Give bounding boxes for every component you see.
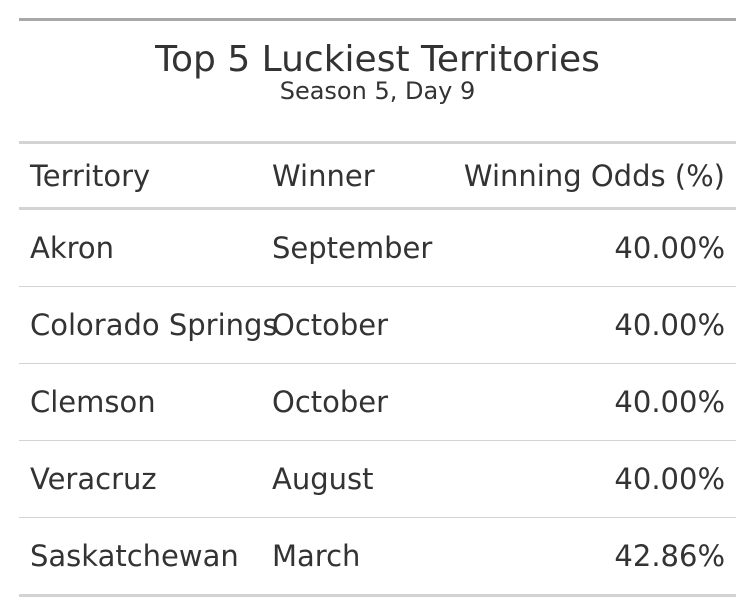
territory-cell: Akron [19,208,261,287]
table-row: Akron September 40.00% [19,208,736,287]
winner-cell: October [261,363,415,441]
header-top-rule [19,141,736,144]
column-header-winner: Winner [261,144,415,210]
territory-cell: Veracruz [19,440,261,518]
odds-cell: 40.00% [415,363,736,441]
odds-cell: 40.00% [415,440,736,518]
odds-cell: 40.00% [415,208,736,287]
table-row: Colorado Springs October 40.00% [19,286,736,364]
winner-cell: March [261,517,415,597]
data-table: Territory Winner Winning Odds (%) Akron … [19,144,736,597]
territory-cell: Colorado Springs [19,286,278,364]
odds-cell: 42.86% [415,517,736,597]
header-row: Territory Winner Winning Odds (%) [19,144,736,210]
table-row: Veracruz August 40.00% [19,440,736,518]
winner-cell: September [261,208,432,287]
territory-cell: Clemson [19,363,261,441]
table-subtitle: Season 5, Day 9 [279,77,476,105]
winner-cell: October [261,286,415,364]
table-title: Top 5 Luckiest Territories [155,39,600,80]
territory-cell: Saskatchewan [19,517,261,597]
odds-cell: 40.00% [415,286,736,364]
column-header-territory: Territory [19,144,261,210]
luckiest-territories-table: Top 5 Luckiest Territories Season 5, Day… [19,18,736,597]
column-header-winning-odds: Winning Odds (%) [415,144,736,210]
table-row: Saskatchewan March 42.86% [19,517,736,597]
winner-cell: August [261,440,415,518]
table-row: Clemson October 40.00% [19,363,736,441]
top-rule [19,18,736,21]
